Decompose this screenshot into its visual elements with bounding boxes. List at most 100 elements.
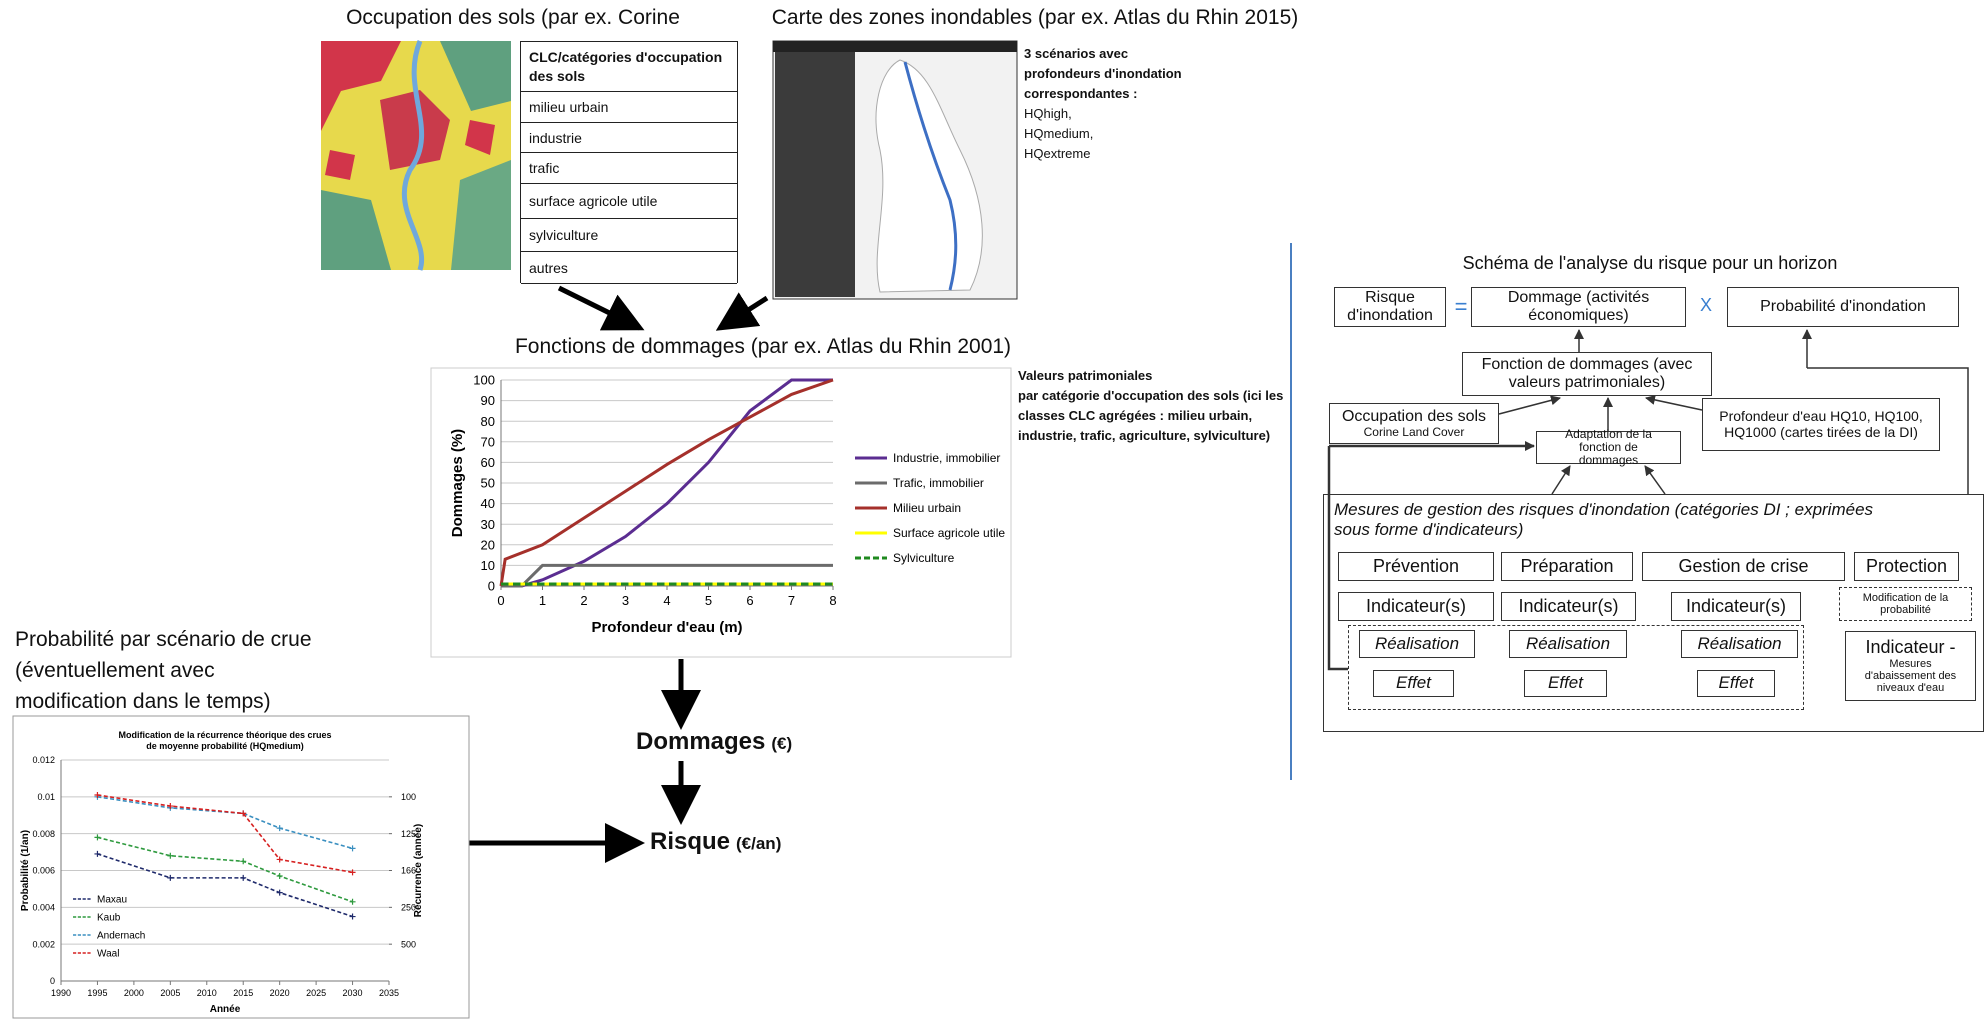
- point-marker: [350, 914, 356, 920]
- x-tick-label: 1995: [87, 988, 107, 998]
- x-tick-label: 2025: [306, 988, 326, 998]
- x-tick-label: 2000: [124, 988, 144, 998]
- title-line: Probabilité par scénario de crue: [15, 624, 312, 655]
- schema-box: Dommage (activités économiques): [1471, 287, 1686, 327]
- scenario: HQmedium,: [1024, 124, 1182, 144]
- section-title: Fonctions de dommages (par ex. Atlas du …: [463, 335, 1063, 359]
- result-unit: (€): [771, 734, 792, 753]
- note-line: classes CLC agrégées : milieu urbain,: [1018, 406, 1283, 426]
- point-marker: [277, 825, 283, 831]
- x-tick-label: 2015: [233, 988, 253, 998]
- chart-title: Modification de la récurrence théorique …: [118, 730, 331, 751]
- y-axis-label: Dommages (%): [449, 429, 466, 537]
- category: Gestion de crise: [1642, 552, 1845, 581]
- damages-result: Dommages (€): [636, 728, 792, 756]
- table-row: trafic: [521, 153, 737, 184]
- schema-box: Occupation des sols Corine Land Cover: [1329, 403, 1499, 444]
- operator: X: [1696, 295, 1716, 316]
- legend-label: Kaub: [97, 913, 121, 924]
- page: Analyse du risque d'inondation {"land_us…: [0, 0, 1988, 1019]
- point-marker: [94, 851, 100, 857]
- indicator: Indicateur(s): [1501, 592, 1636, 621]
- result-label: Risque: [650, 828, 730, 855]
- y-tick-label: 50: [481, 476, 495, 491]
- legend-label: Sylviculture: [893, 551, 955, 565]
- y-tick-label: 0: [488, 579, 495, 594]
- series-line: [97, 837, 352, 901]
- scenario: HQhigh,: [1024, 104, 1182, 124]
- y-axis-label: Probabilité (1/an): [20, 830, 31, 911]
- point-marker: [167, 875, 173, 881]
- y2-tick-label: 100: [401, 792, 416, 802]
- legend-label: Maxau: [97, 895, 127, 906]
- y2-tick-label: 500: [401, 939, 416, 949]
- y-tick-label: 30: [481, 517, 495, 532]
- realisation: Réalisation: [1359, 630, 1475, 658]
- legend-label: Andernach: [97, 931, 145, 942]
- result-label: Dommages: [636, 728, 765, 755]
- schema-box: Fonction de dommages (avec valeurs patri…: [1462, 352, 1712, 396]
- y-tick-label: 0: [50, 976, 55, 986]
- legend-label: Industrie, immobilier: [893, 451, 1000, 465]
- box-text: Occupation des sols: [1342, 408, 1486, 426]
- legend-label: Waal: [97, 949, 119, 960]
- table-row: autres: [521, 252, 737, 284]
- x-tick-label: 0: [497, 593, 504, 608]
- series-line: [97, 797, 352, 849]
- note-line: profondeurs d'inondation: [1024, 64, 1182, 84]
- y-tick-label: 0.008: [32, 829, 55, 839]
- legend-label: Surface agricole utile: [893, 526, 1005, 540]
- x-tick-label: 2010: [197, 988, 217, 998]
- probability-title: Probabilité par scénario de crue (éventu…: [15, 624, 312, 717]
- x-tick-label: 1: [539, 593, 546, 608]
- x-tick-label: 5: [705, 593, 712, 608]
- note-title: Valeurs patrimoniales: [1018, 366, 1283, 386]
- table-row: industrie: [521, 123, 737, 153]
- x-tick-label: 4: [663, 593, 670, 608]
- y-tick-label: 80: [481, 414, 495, 429]
- point-marker: [240, 858, 246, 864]
- point-marker: [94, 834, 100, 840]
- note-line: correspondantes :: [1024, 84, 1182, 104]
- x-tick-label: 2020: [270, 988, 290, 998]
- y-tick-label: 70: [481, 434, 495, 449]
- y-tick-label: 0.004: [32, 902, 55, 912]
- damage-note: Valeurs patrimoniales par catégorie d'oc…: [1018, 366, 1283, 446]
- flood-map-screenshot: [773, 41, 1017, 299]
- y-tick-label: 0.012: [32, 755, 55, 765]
- x-tick-label: 2005: [160, 988, 180, 998]
- y-tick-label: 100: [473, 373, 495, 388]
- effect: Effet: [1524, 670, 1607, 697]
- y-tick-label: 0.006: [32, 866, 55, 876]
- point-marker: [277, 856, 283, 862]
- box-subtext: Mesures d'abaissement des niveaux d'eau: [1846, 658, 1975, 694]
- schema-box: Modification de la probabilité: [1839, 587, 1972, 621]
- y-tick-label: 60: [481, 455, 495, 470]
- x-tick-label: 3: [622, 593, 629, 608]
- x-tick-label: 1990: [51, 988, 71, 998]
- note-line: par catégorie d'occupation des sols (ici…: [1018, 386, 1283, 406]
- x-axis-label: Année: [210, 1004, 241, 1015]
- section-title: Occupation des sols (par ex. Corine: [312, 6, 714, 30]
- schema-box: Probabilité d'inondation: [1727, 287, 1959, 327]
- y-tick-label: 0.002: [32, 939, 55, 949]
- category: Protection: [1854, 552, 1959, 581]
- realisation: Réalisation: [1509, 630, 1627, 658]
- y-tick-label: 40: [481, 496, 495, 511]
- title-line: modification dans le temps): [15, 686, 312, 717]
- table-row: milieu urbain: [521, 92, 737, 123]
- page-body: 0102030405060708090100012345678Dommages …: [0, 0, 1988, 1019]
- y-tick-label: 10: [481, 558, 495, 573]
- measures-text: Mesures de gestion des risques d'inondat…: [1334, 500, 1894, 540]
- y-tick-label: 90: [481, 393, 495, 408]
- point-marker: [350, 845, 356, 851]
- legend-label: Milieu urbain: [893, 501, 961, 515]
- box-text: Indicateur -: [1865, 638, 1955, 658]
- effect: Effet: [1697, 670, 1775, 697]
- table-row: surface agricole utile: [521, 184, 737, 219]
- point-marker: [277, 873, 283, 879]
- land-use-table: CLC/catégories d'occupation des sols mil…: [520, 41, 738, 283]
- schema-box: Risque d'inondation: [1334, 287, 1446, 327]
- y-tick-label: 0.01: [37, 792, 55, 802]
- y2-axis-label: Récurrence (année): [413, 824, 424, 917]
